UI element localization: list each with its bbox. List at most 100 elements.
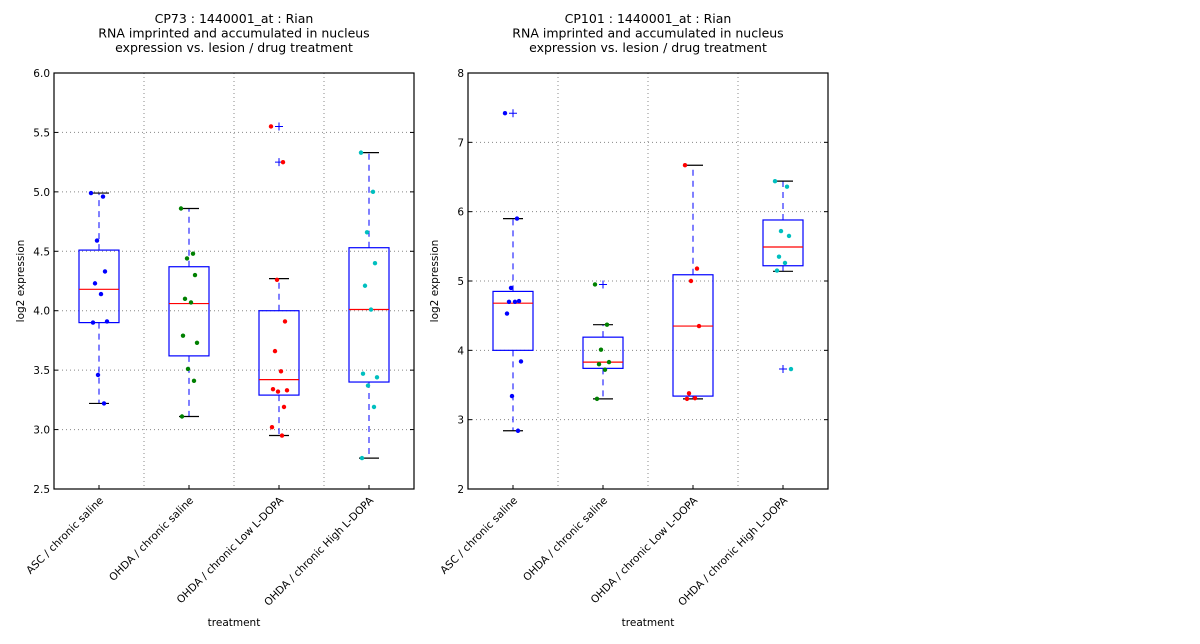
outlier-marker	[275, 122, 283, 131]
data-point	[604, 322, 610, 327]
box-iqr	[492, 290, 534, 351]
box-2	[168, 207, 210, 418]
x-tick-label: OHDA / chronic High L-DOPA	[262, 494, 377, 609]
outlier-marker	[509, 109, 517, 118]
data-point	[516, 298, 522, 304]
data-point	[100, 194, 106, 199]
box-iqr	[672, 274, 714, 397]
chart-title-line: expression vs. lesion / drug treatment	[115, 40, 353, 55]
data-point	[92, 281, 98, 286]
data-point	[682, 163, 688, 168]
data-point	[360, 371, 366, 376]
data-point	[284, 388, 290, 393]
y-tick-label: 6	[457, 207, 464, 219]
x-tick-label: ASC / chronic saline	[438, 495, 520, 577]
data-point	[182, 296, 188, 302]
x-tick-label: OHDA / chronic saline	[521, 495, 610, 584]
data-point	[364, 230, 370, 235]
chart-title-line: RNA imprinted and accumulated in nucleus	[512, 26, 783, 41]
y-tick-label: 4	[457, 345, 464, 357]
data-point	[692, 395, 698, 401]
y-tick-label: 4.0	[33, 306, 50, 318]
box-1	[492, 109, 534, 432]
y-tick-label: 3.5	[33, 365, 50, 377]
data-point	[359, 455, 365, 461]
box-3	[672, 164, 714, 400]
data-point	[774, 268, 780, 273]
x-tick-label: OHDA / chronic High L-DOPA	[676, 494, 791, 609]
y-tick-label: 4.5	[33, 246, 50, 258]
data-point	[95, 372, 101, 378]
data-point	[506, 299, 512, 304]
plot-frame	[467, 72, 829, 490]
data-point	[594, 396, 600, 402]
box-1	[78, 192, 120, 405]
y-tick-label: 7	[457, 137, 464, 149]
data-point	[275, 389, 281, 394]
data-point	[602, 367, 608, 372]
data-point	[88, 190, 94, 196]
box-iqr	[762, 219, 804, 267]
x-axis-label: treatment	[622, 617, 675, 629]
data-point	[280, 159, 286, 165]
chart-title-line: RNA imprinted and accumulated in nucleus	[98, 26, 369, 41]
data-point	[512, 299, 518, 304]
box-4	[348, 152, 390, 459]
data-point	[282, 319, 288, 324]
data-point	[178, 206, 184, 211]
data-point	[192, 272, 198, 278]
data-point	[281, 404, 287, 410]
data-point	[592, 282, 598, 287]
data-point	[370, 189, 376, 195]
data-point	[515, 428, 521, 433]
data-point	[104, 319, 110, 324]
data-point	[371, 404, 377, 410]
data-point	[272, 348, 278, 354]
data-point	[684, 396, 690, 402]
data-point	[358, 150, 364, 155]
box-iqr	[78, 249, 120, 324]
box-iqr	[258, 310, 300, 396]
chart-title-line: expression vs. lesion / drug treatment	[529, 40, 767, 55]
x-axis-label: treatment	[208, 617, 261, 629]
data-point	[374, 375, 380, 380]
data-point	[269, 424, 275, 430]
outlier-marker	[779, 365, 787, 374]
x-tick-label: OHDA / chronic Low L-DOPA	[175, 494, 287, 606]
y-tick-label: 3.0	[33, 425, 50, 437]
data-point	[98, 291, 104, 297]
data-point	[368, 307, 374, 312]
data-point	[90, 320, 96, 325]
data-point	[509, 393, 515, 399]
y-tick-label: 5	[457, 276, 464, 288]
data-point	[782, 260, 788, 266]
data-point	[278, 369, 284, 374]
data-point	[372, 260, 378, 266]
y-tick-label: 5.0	[33, 187, 50, 199]
box-iqr	[582, 336, 624, 369]
data-point	[179, 414, 185, 419]
chart-title-line: CP101 : 1440001_at : Rian	[565, 11, 732, 26]
plot-frame	[53, 72, 415, 490]
x-tick-label: OHDA / chronic saline	[107, 495, 196, 584]
y-tick-label: 8	[457, 68, 464, 80]
data-point	[786, 233, 792, 239]
data-point	[279, 433, 285, 438]
data-point	[784, 184, 790, 189]
box-4	[762, 180, 804, 374]
box-iqr	[348, 247, 390, 383]
data-point	[788, 366, 794, 372]
data-point	[185, 366, 191, 372]
data-point	[274, 277, 280, 283]
x-tick-label: OHDA / chronic Low L-DOPA	[589, 494, 701, 606]
data-point	[180, 333, 186, 338]
data-point	[362, 283, 368, 288]
data-point	[102, 269, 108, 274]
y-tick-label: 2	[457, 484, 464, 496]
data-point	[101, 401, 107, 406]
data-point	[194, 340, 200, 346]
data-point	[268, 124, 274, 129]
